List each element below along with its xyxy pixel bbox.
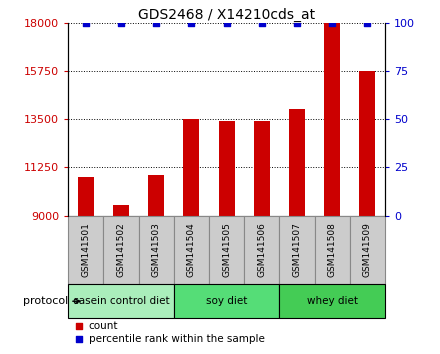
Text: percentile rank within the sample: percentile rank within the sample [89, 334, 265, 344]
Bar [254, 121, 270, 216]
Bar [68, 284, 174, 318]
Point [329, 20, 336, 26]
Text: GSM141501: GSM141501 [81, 222, 90, 277]
Text: GSM141506: GSM141506 [257, 222, 266, 277]
Bar [139, 216, 174, 284]
Text: GSM141509: GSM141509 [363, 222, 372, 277]
Bar [174, 284, 279, 318]
Title: GDS2468 / X14210cds_at: GDS2468 / X14210cds_at [138, 8, 315, 22]
Bar [78, 177, 94, 216]
Bar [68, 216, 103, 284]
Bar [244, 216, 279, 284]
Bar [279, 216, 315, 284]
Point [223, 20, 230, 26]
Text: soy diet: soy diet [206, 296, 247, 306]
Bar [183, 119, 199, 216]
Bar [113, 205, 129, 216]
Text: casein control diet: casein control diet [73, 296, 169, 306]
Text: whey diet: whey diet [307, 296, 358, 306]
Bar [315, 216, 350, 284]
Bar [324, 23, 340, 216]
Bar [103, 216, 139, 284]
Point [364, 20, 371, 26]
Point [153, 20, 160, 26]
Text: protocol: protocol [23, 296, 68, 306]
Bar [350, 216, 385, 284]
Point [293, 20, 301, 26]
Bar [279, 284, 385, 318]
Bar [219, 121, 235, 216]
Text: GSM141502: GSM141502 [117, 223, 125, 277]
Text: count: count [89, 321, 118, 331]
Text: GSM141505: GSM141505 [222, 222, 231, 277]
Point [188, 20, 195, 26]
Point [258, 20, 265, 26]
Bar [289, 109, 305, 216]
Bar [209, 216, 244, 284]
Point [76, 323, 83, 329]
Text: GSM141508: GSM141508 [328, 222, 337, 277]
Text: GSM141504: GSM141504 [187, 223, 196, 277]
Point [117, 20, 125, 26]
Text: GSM141503: GSM141503 [152, 222, 161, 277]
Point [76, 336, 83, 342]
Bar [359, 71, 375, 216]
Bar [148, 175, 164, 216]
Text: GSM141507: GSM141507 [293, 222, 301, 277]
Bar [174, 216, 209, 284]
Point [82, 20, 89, 26]
